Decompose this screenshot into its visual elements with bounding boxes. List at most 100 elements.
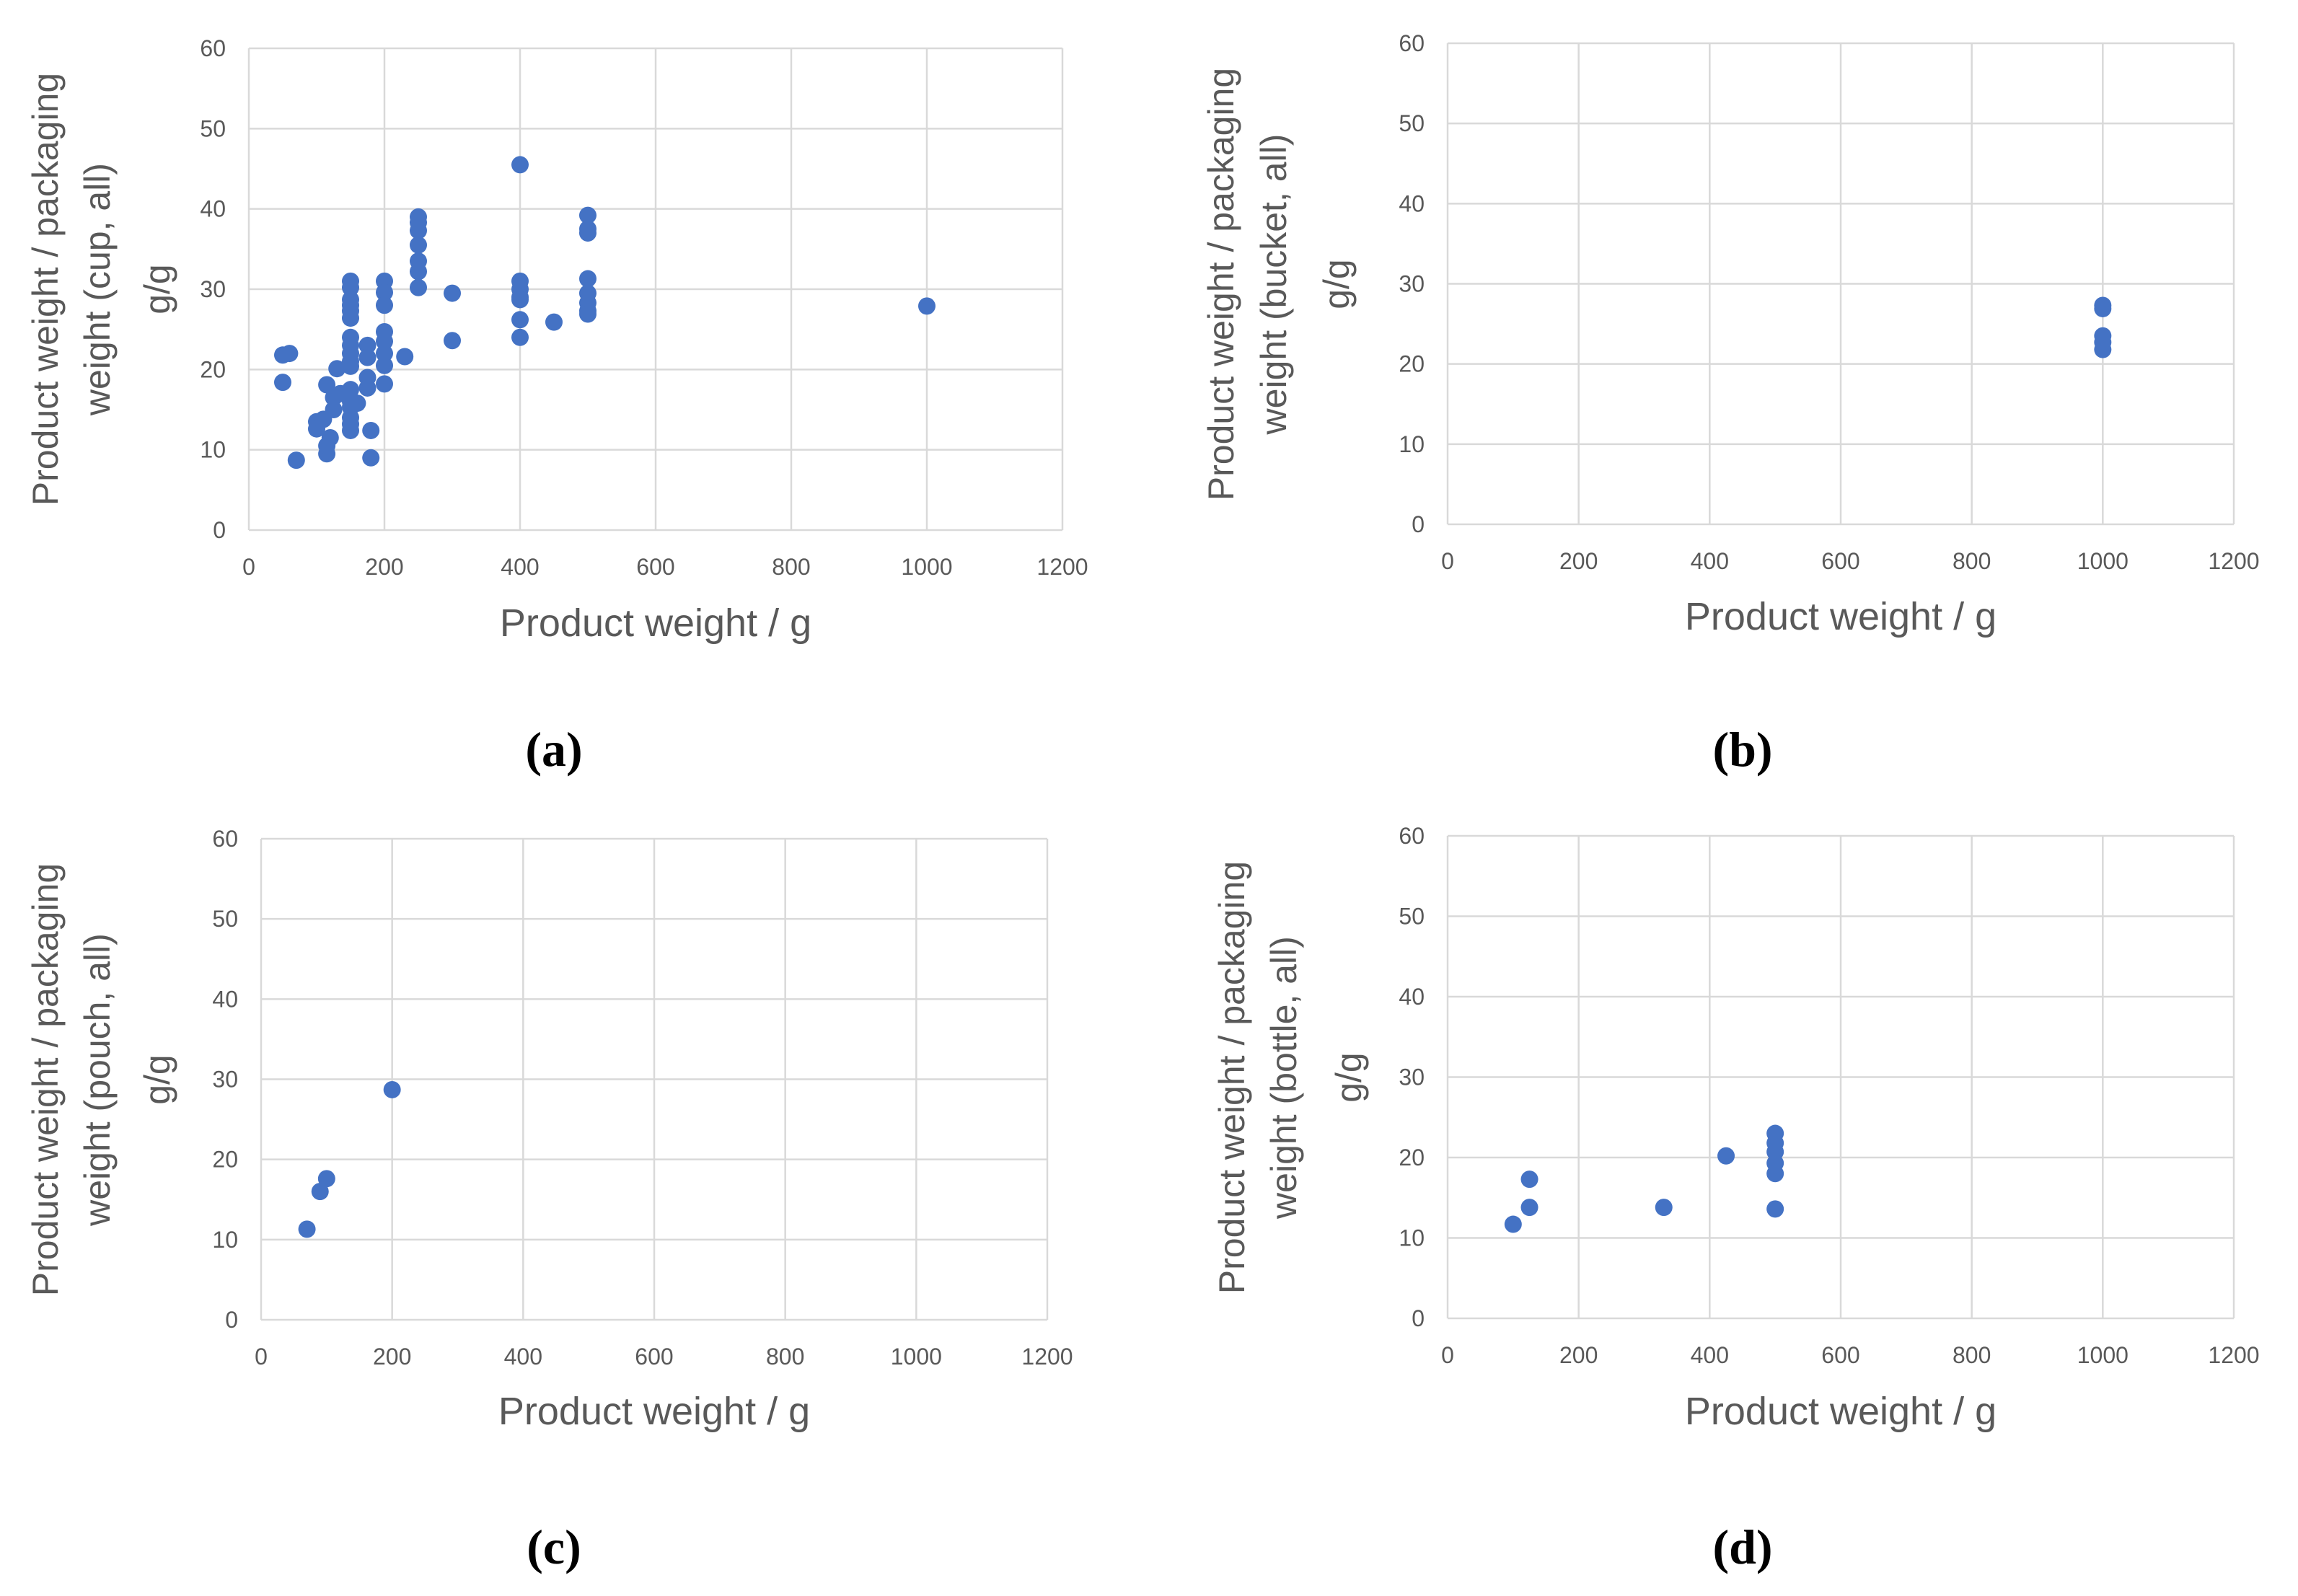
y-tick-label: 0	[1412, 511, 1425, 537]
x-tick-label: 200	[1559, 1342, 1598, 1368]
x-tick-label: 1200	[2208, 1342, 2259, 1368]
data-point	[444, 332, 461, 350]
data-point	[1766, 1200, 1784, 1218]
data-point	[328, 360, 346, 378]
panel-label-c: (c)	[527, 1520, 581, 1574]
data-point	[918, 297, 936, 315]
data-point	[579, 206, 596, 224]
x-tick-label: 400	[1691, 1342, 1729, 1368]
y-tick-label: 20	[200, 356, 226, 382]
data-point	[376, 356, 393, 374]
x-tick-label: 800	[1953, 548, 1991, 574]
data-point	[1504, 1215, 1522, 1233]
y-axis-title-line: g/g	[137, 1054, 177, 1105]
data-point	[1520, 1199, 1538, 1217]
x-tick-label: 1000	[891, 1344, 942, 1370]
y-tick-label: 60	[200, 35, 226, 61]
data-point	[579, 224, 596, 242]
data-point	[274, 374, 291, 392]
y-tick-label: 50	[1399, 904, 1425, 930]
data-point	[342, 381, 359, 399]
y-tick-label: 10	[1399, 431, 1425, 457]
data-point	[410, 263, 427, 281]
x-tick-label: 200	[373, 1344, 411, 1370]
x-tick-label: 400	[501, 554, 539, 580]
y-tick-label: 20	[1399, 351, 1425, 377]
y-tick-label: 10	[212, 1227, 238, 1253]
data-point	[1717, 1147, 1735, 1165]
x-axis-title: Product weight / g	[1685, 1390, 1997, 1433]
data-point	[298, 1220, 316, 1238]
y-axis-title-line: Product weight / packaging	[25, 73, 66, 506]
y-tick-label: 0	[225, 1307, 238, 1333]
data-point	[358, 336, 377, 354]
data-point	[362, 449, 380, 467]
y-tick-label: 60	[212, 826, 238, 852]
data-point	[1766, 1165, 1784, 1183]
data-point	[396, 348, 414, 366]
data-point	[579, 305, 596, 323]
y-tick-label: 20	[1399, 1145, 1425, 1170]
data-point	[362, 421, 380, 439]
y-tick-label: 20	[212, 1147, 238, 1173]
data-point	[358, 348, 377, 366]
x-tick-label: 0	[1441, 548, 1454, 574]
y-axis-title-line: weight (bucket, all)	[1254, 134, 1294, 436]
data-point	[311, 1183, 329, 1201]
y-tick-label: 60	[1399, 30, 1425, 56]
y-axis-title-line: weight (bottle, all)	[1264, 936, 1304, 1220]
y-tick-label: 0	[1412, 1305, 1425, 1331]
x-axis-title: Product weight / g	[1685, 595, 1997, 638]
y-tick-label: 40	[212, 986, 238, 1012]
y-tick-label: 10	[200, 437, 226, 463]
y-axis-title-line: Product weight / packaging	[25, 863, 66, 1296]
x-tick-label: 400	[504, 1344, 542, 1370]
data-point	[342, 309, 359, 327]
data-point	[342, 421, 359, 439]
panel-label-b: (b)	[1712, 722, 1772, 777]
y-axis-title-line: g/g	[137, 264, 177, 314]
data-point	[2094, 299, 2112, 317]
y-tick-label: 30	[200, 276, 226, 302]
x-tick-label: 600	[1821, 1342, 1859, 1368]
data-point	[511, 291, 529, 309]
y-axis-title-line: g/g	[1329, 1052, 1369, 1103]
data-point	[383, 1080, 401, 1098]
data-point	[511, 156, 529, 174]
y-tick-label: 40	[200, 196, 226, 222]
data-point	[348, 394, 366, 413]
data-point	[287, 451, 305, 469]
x-tick-label: 200	[365, 554, 403, 580]
x-tick-label: 0	[1441, 1342, 1454, 1368]
x-tick-label: 600	[635, 1344, 673, 1370]
x-tick-label: 1000	[2077, 1342, 2128, 1368]
data-point	[1520, 1170, 1538, 1189]
data-point	[321, 428, 339, 446]
x-tick-label: 1200	[1021, 1344, 1073, 1370]
x-tick-label: 1200	[1036, 554, 1088, 580]
x-tick-label: 600	[636, 554, 674, 580]
data-point	[410, 236, 427, 254]
data-point	[317, 1170, 335, 1188]
y-tick-label: 0	[213, 517, 226, 543]
x-tick-label: 200	[1559, 548, 1598, 574]
panel-label-d: (d)	[1712, 1520, 1772, 1574]
data-point	[376, 296, 393, 314]
y-tick-label: 10	[1399, 1225, 1425, 1251]
x-tick-label: 800	[772, 554, 810, 580]
data-point	[579, 270, 596, 288]
data-point	[410, 221, 427, 239]
y-axis-title-line: weight (cup, all)	[77, 163, 118, 416]
data-point	[281, 345, 299, 363]
y-tick-label: 50	[212, 906, 238, 932]
data-point	[358, 379, 377, 397]
x-tick-label: 800	[766, 1344, 804, 1370]
chart-panel-b: 0 200 400 600 800 1000 1200 0 10 20 30 40 50 60 Produc…	[1201, 30, 2260, 777]
x-tick-label: 400	[1691, 548, 1729, 574]
x-tick-label: 0	[242, 554, 255, 580]
data-point	[410, 278, 427, 296]
y-tick-label: 50	[1399, 110, 1425, 136]
x-tick-label: 1200	[2208, 548, 2259, 574]
